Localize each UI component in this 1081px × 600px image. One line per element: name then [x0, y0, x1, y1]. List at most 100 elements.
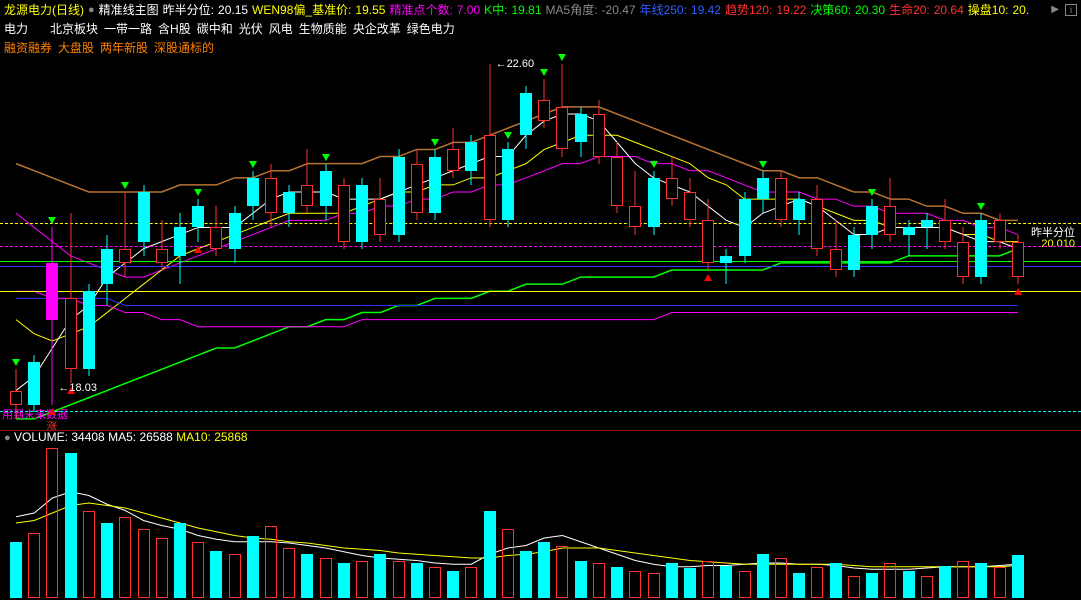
volume-bar	[65, 453, 77, 598]
volume-bar	[720, 566, 732, 599]
chart-header: 龙源电力(日线) ● 精准线主图 昨半分位: 20.15 WEN98偏_基准价:…	[0, 0, 1081, 19]
volume-bar	[739, 571, 751, 599]
volume-bar	[356, 561, 368, 599]
vol-ma10-val: 25868	[214, 430, 247, 444]
tag[interactable]: 绿色电力	[407, 22, 455, 36]
volume-bar	[138, 529, 150, 598]
volume-bar	[174, 523, 186, 598]
volume-bar	[538, 542, 550, 598]
horizontal-line	[0, 291, 1081, 292]
life-val: 20.64	[934, 3, 964, 17]
volume-bar	[939, 566, 951, 599]
tag[interactable]: 生物质能	[299, 22, 347, 36]
volume-bar	[884, 563, 896, 598]
stock-name: 龙源电力(日线)	[4, 1, 84, 18]
trend-label: 趋势120:	[725, 1, 772, 18]
volume-bar	[830, 563, 842, 598]
up-marker-icon	[194, 246, 202, 253]
up-marker-icon	[1014, 288, 1022, 295]
down-marker-icon	[540, 69, 548, 76]
down-marker-icon	[322, 154, 330, 161]
volume-bar	[283, 548, 295, 598]
high-annotation: ←22.60	[496, 58, 535, 70]
volume-bar	[46, 448, 58, 598]
volume-bar	[83, 511, 95, 599]
year-label: 年线250:	[640, 1, 687, 18]
volume-bar	[903, 571, 915, 599]
volume-bar	[229, 554, 241, 598]
precise-val: 7.00	[457, 3, 480, 17]
horizontal-line	[0, 411, 1081, 412]
ma5ang-val: -20.47	[602, 3, 636, 17]
tag[interactable]: 央企改革	[353, 22, 401, 36]
vol-val: 34408	[71, 430, 104, 444]
eye-icon[interactable]: ●	[4, 432, 11, 444]
volume-bar	[1012, 555, 1024, 598]
down-marker-icon	[249, 161, 257, 168]
down-marker-icon	[759, 161, 767, 168]
volume-bar	[921, 576, 933, 599]
volume-bar	[775, 558, 787, 598]
vol-label: VOLUME:	[14, 430, 68, 444]
volume-bar	[411, 563, 423, 598]
kmid-val: 19.81	[511, 3, 541, 17]
down-marker-icon	[504, 132, 512, 139]
tag[interactable]: 光伏	[239, 22, 263, 36]
volume-bar	[393, 561, 405, 599]
volume-bar	[210, 551, 222, 599]
volume-bar	[484, 511, 496, 599]
pan-label: 操盘10:	[968, 1, 1009, 18]
tag[interactable]: 风电	[269, 22, 293, 36]
wen-val: 19.55	[355, 3, 385, 17]
volume-bar	[247, 536, 259, 599]
down-marker-icon	[558, 54, 566, 61]
volume-bar	[866, 573, 878, 598]
down-marker-icon	[868, 189, 876, 196]
volume-bar	[575, 561, 587, 599]
chevron-right-icon[interactable]: ▶	[1051, 4, 1059, 15]
halfpos-label: 昨半分位:	[163, 1, 214, 18]
volume-bar	[156, 538, 168, 598]
volume-bar	[320, 558, 332, 598]
down-marker-icon	[431, 139, 439, 146]
info-icon[interactable]: i	[1065, 4, 1077, 16]
tag[interactable]: 一带一路	[104, 22, 152, 36]
volume-bar	[429, 567, 441, 598]
volume-bar	[28, 533, 40, 598]
volume-bar	[119, 517, 131, 598]
up-marker-icon	[704, 274, 712, 281]
future-note: 用到未来数据	[2, 406, 68, 422]
down-marker-icon	[194, 189, 202, 196]
life-label: 生命20:	[889, 1, 930, 18]
volume-bar	[502, 529, 514, 598]
tag[interactable]: 北京板块	[50, 22, 98, 36]
volume-bar	[447, 571, 459, 599]
volume-bar	[793, 573, 805, 598]
eye-icon[interactable]: ●	[88, 4, 95, 16]
decision-val: 20.30	[855, 3, 885, 17]
volume-header: ● VOLUME: 34408 MA5: 26588 MA10: 25868	[4, 430, 248, 444]
wen-label: WEN98偏_基准价:	[252, 1, 351, 18]
volume-bar	[301, 554, 313, 598]
down-marker-icon	[48, 217, 56, 224]
down-marker-icon	[12, 359, 20, 366]
low-annotation: ←18.03	[58, 382, 97, 394]
volume-bar	[957, 561, 969, 599]
volume-bar	[611, 567, 623, 598]
volume-bar	[848, 576, 860, 599]
volume-bar	[648, 573, 660, 598]
tag[interactable]: 碳中和	[197, 22, 233, 36]
volume-bar	[520, 551, 532, 599]
volume-bar	[811, 567, 823, 598]
volume-bar	[702, 561, 714, 599]
volume-bar	[10, 542, 22, 598]
tag[interactable]: 电力	[4, 22, 28, 36]
volume-bar	[975, 563, 987, 598]
volume-bar	[757, 554, 769, 598]
volume-chart[interactable]: ● VOLUME: 34408 MA5: 26588 MA10: 25868	[0, 430, 1081, 600]
tag[interactable]: 含H股	[158, 22, 191, 36]
vol-ma10-label: MA10:	[176, 430, 211, 444]
pan-val: 20.	[1012, 3, 1029, 17]
candlestick-chart[interactable]: 昨半分位 20.010 用到未来数据 ←22.60←18.03涨	[0, 36, 1081, 426]
volume-bar	[192, 542, 204, 598]
